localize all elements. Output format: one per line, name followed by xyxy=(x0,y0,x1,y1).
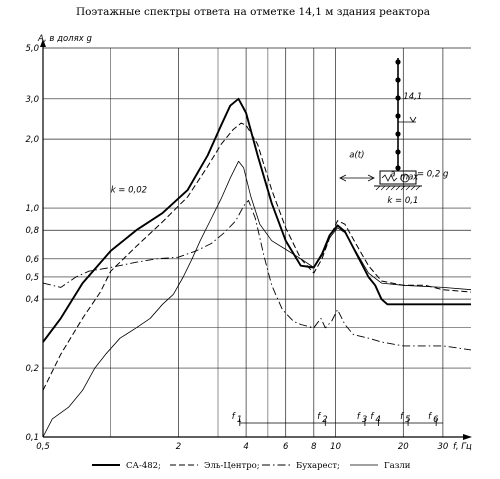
y-tick-label: 1,0 xyxy=(25,204,39,214)
spring-icon xyxy=(381,174,398,182)
x-tick-label: 30 xyxy=(437,442,448,452)
floor-mass-3 xyxy=(395,95,401,101)
x-tick-label: 4 xyxy=(243,442,248,452)
x-tick-label: 6 xyxy=(283,442,289,452)
annotation-4: a xyxy=(390,170,395,180)
y-tick-label: 0,8 xyxy=(25,226,39,236)
series-line-1 xyxy=(42,97,471,343)
y-tick-label: 0,1 xyxy=(25,433,39,443)
ground-hatch xyxy=(400,185,406,191)
ground-hatch xyxy=(385,185,391,191)
grid xyxy=(42,47,471,438)
frequency-subscript-5: 5 xyxy=(405,415,410,425)
floor-mass-4 xyxy=(395,113,401,119)
building-schematic xyxy=(339,58,422,191)
frequency-subscript-2: 2 xyxy=(322,415,327,425)
foundation-box xyxy=(379,170,417,185)
series-line-4 xyxy=(42,160,472,438)
y-tick-label: 2,0 xyxy=(25,135,39,145)
x-tick-label: 10 xyxy=(330,442,341,452)
frequency-subscript-6: 6 xyxy=(433,415,439,425)
y-tick-label: 0,4 xyxy=(25,295,39,305)
frequency-label-1: f xyxy=(232,412,237,422)
series-line-3 xyxy=(42,199,472,351)
frequency-subscript-4: 4 xyxy=(375,415,380,425)
y-axis-arrow xyxy=(40,39,46,47)
annotation-7: 14,1 xyxy=(403,92,422,102)
ground-hatch xyxy=(405,185,411,191)
annotations: k = 0,02 k = 0,1 a(t) a max= 0,2 g 14,1 xyxy=(111,92,449,206)
ground-hatch xyxy=(395,185,401,191)
annotation-6: = 0,2 g xyxy=(417,170,449,180)
ground-hatch xyxy=(390,185,396,191)
frequency-label-2: f xyxy=(317,412,322,422)
floor-mass-7 xyxy=(395,165,401,171)
frequency-label-6: f xyxy=(428,412,433,422)
annotation-2: k = 0,1 xyxy=(387,196,418,206)
y-axis-label: A, в долях g xyxy=(37,34,92,44)
series-lines xyxy=(42,97,472,438)
floor-mass-5 xyxy=(395,131,401,137)
arrow-right-icon xyxy=(367,174,375,182)
y-tick-label: 0,2 xyxy=(25,364,39,374)
x-axis-arrow xyxy=(463,434,472,440)
legend-label-4: Газли xyxy=(384,461,411,471)
floor-mass-2 xyxy=(395,77,401,83)
ground-hatch xyxy=(415,185,421,191)
arrow-left-icon xyxy=(339,174,347,182)
frequency-label-3: f xyxy=(357,412,362,422)
legend-label-2: Эль-Центро; xyxy=(204,461,260,471)
ground-hatch xyxy=(380,185,386,191)
annotation-1: k = 0,02 xyxy=(111,185,147,195)
frequency-subscript-3: 3 xyxy=(362,415,367,425)
tick-labels: 0,1 0,2 0,4 0,5 0,6 0,8 1,0 2,0 3,0 5,0 0,5 2 4 6 8 10 2… xyxy=(25,44,472,452)
x-axis-label: f, Гц xyxy=(453,442,472,452)
axes xyxy=(40,39,472,440)
floor-mass-1 xyxy=(395,59,401,65)
annotation-5: max xyxy=(400,173,419,183)
legend-label-3: Бухарест; xyxy=(296,461,340,471)
frequency-label-5: f xyxy=(400,412,405,422)
y-tick-label: 0,6 xyxy=(25,255,39,265)
x-tick-label: 20 xyxy=(398,442,409,452)
chart-title: Поэтажные спектры ответа на отметке 14,1… xyxy=(76,6,430,18)
x-tick-label: 2 xyxy=(176,442,181,452)
y-tick-label: 3,0 xyxy=(25,95,39,105)
x-tick-label: 8 xyxy=(311,442,317,452)
damper-icon xyxy=(400,173,410,183)
ground-hatch xyxy=(375,185,381,191)
x-tick-label: 0,5 xyxy=(36,442,50,452)
series-line-2 xyxy=(42,122,472,391)
y-tick-label: 5,0 xyxy=(25,44,39,54)
frequency-label-4: f xyxy=(370,412,375,422)
annotation-3: a(t) xyxy=(349,151,364,161)
legend-label-1: СА-482; xyxy=(126,461,161,471)
elevation-arrow-icon xyxy=(409,116,417,123)
ground-hatch xyxy=(410,185,416,191)
frequency-subscript-1: 1 xyxy=(237,415,242,425)
y-tick-label: 0,5 xyxy=(25,273,39,283)
legend: СА-482; Эль-Центро; Бухарест; Газли xyxy=(92,461,411,471)
floor-mass-6 xyxy=(395,149,401,155)
